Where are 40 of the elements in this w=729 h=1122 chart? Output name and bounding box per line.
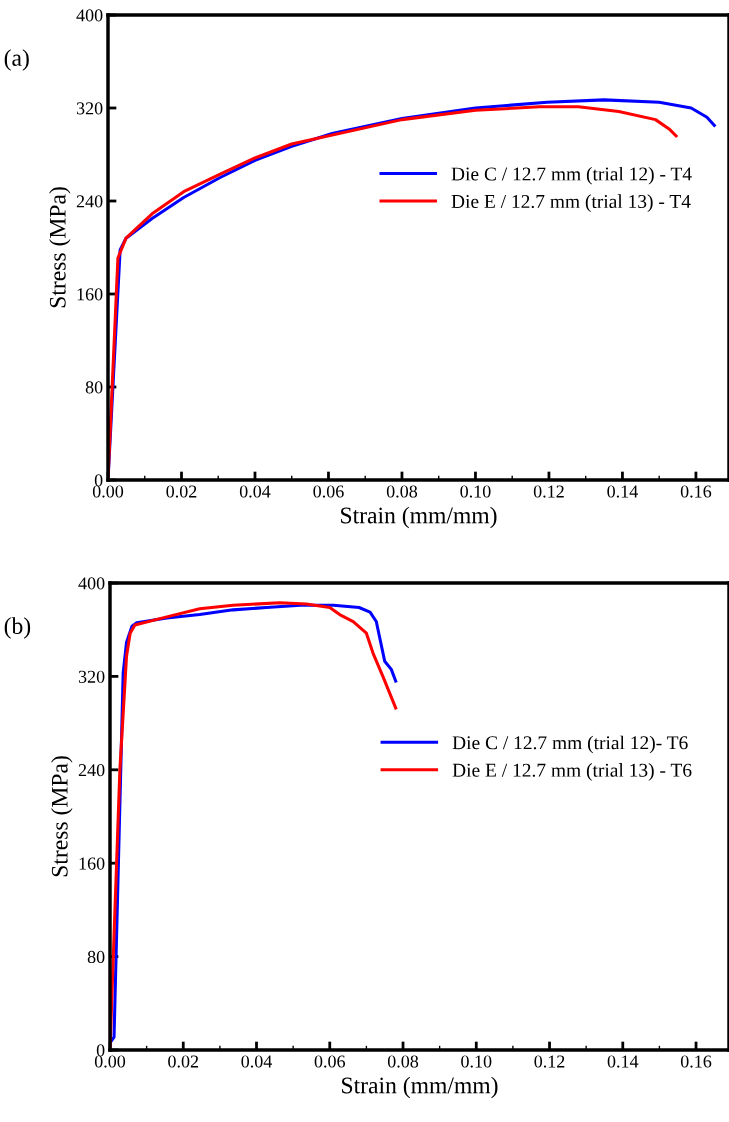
legend-label: Die C / 12.7 mm (trial 12)- T6 (452, 735, 688, 754)
x-tick-label: 0.10 (460, 485, 491, 498)
x-tick-label: 0.12 (534, 1055, 565, 1068)
legend-label: Die E / 12.7 mm (trial 13) - T4 (451, 194, 691, 212)
x-tick-label: 0.00 (94, 1055, 126, 1068)
y-tick-label: 160 (79, 857, 105, 870)
y-tick-label: 240 (76, 195, 103, 208)
x-tick-label: 0.06 (314, 1055, 346, 1068)
y-tick-label: 80 (87, 950, 105, 964)
y-axis-title: Stress (MPa) (49, 187, 71, 308)
x-tick-label: 0.10 (461, 1055, 492, 1068)
x-tick-label: 0.14 (607, 485, 638, 498)
y-tick-label: 80 (85, 381, 103, 394)
x-tick-label: 0.04 (239, 485, 271, 498)
y-tick-label: 0 (96, 1044, 105, 1057)
y-tick-label: 0 (94, 474, 103, 487)
x-tick-label: 0.16 (680, 1055, 712, 1068)
y-tick-label: 320 (78, 670, 105, 683)
x-tick-label: 0.12 (533, 485, 564, 498)
y-axis-title: Stress (MPa) (51, 756, 73, 877)
x-tick-label: 0.06 (313, 485, 344, 498)
y-tick-label: 320 (76, 102, 103, 115)
x-tick-label: 0.02 (166, 485, 197, 498)
y-tick-label: 160 (77, 288, 103, 301)
x-axis-title: Strain (mm/mm) (341, 506, 497, 529)
y-tick-label: 240 (78, 764, 105, 777)
x-axis-title: Strain (mm/mm) (342, 1076, 498, 1099)
x-tick-label: 0.08 (386, 485, 418, 498)
legend-label: Die E / 12.7 mm (trial 13) - T6 (452, 763, 692, 781)
text: (b) (4, 617, 31, 639)
text: (a) (4, 49, 29, 71)
x-tick-label: 0.04 (241, 1055, 273, 1068)
x-tick-label: 0.14 (607, 1055, 639, 1068)
x-tick-label: 0.00 (92, 485, 124, 498)
y-tick-label: 400 (78, 577, 105, 590)
x-tick-label: 0.16 (680, 485, 712, 498)
legend-label: Die C / 12.7 mm (trial 12) - T4 (451, 166, 692, 185)
x-tick-label: 0.08 (387, 1055, 419, 1068)
y-tick-label: 400 (76, 9, 103, 22)
x-tick-label: 0.02 (168, 1055, 199, 1068)
